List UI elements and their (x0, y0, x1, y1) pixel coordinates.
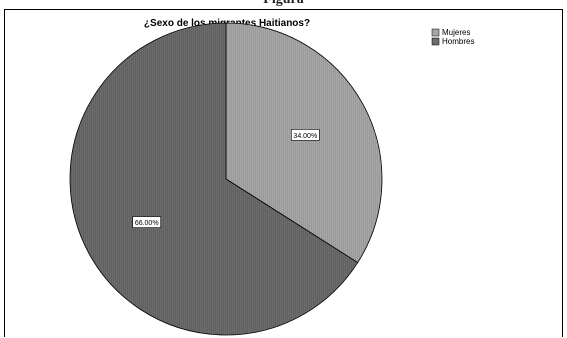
slice-label-text: 34.00% (293, 133, 317, 140)
pie-chart: ¿Sexo de los migrantes Haitianos? 34.00%… (69, 18, 474, 336)
slice-label-box (290, 129, 320, 141)
top-caption: Figura (0, 0, 567, 8)
legend-swatch-hombres (431, 37, 440, 46)
legend-label-mujeres: Mujeres (442, 28, 470, 37)
pie-slice-mujeres (225, 22, 383, 264)
slices-layer (69, 22, 383, 336)
slice-labels-layer: 34.00% 66.00% (132, 129, 320, 228)
chart-frame: ¿Sexo de los migrantes Haitianos? 34.00%… (4, 9, 563, 337)
pie-slice-hombres (69, 22, 359, 336)
slice-label-text: 66.00% (135, 220, 159, 227)
legend-swatch-mujeres (431, 28, 440, 37)
legend-label-hombres: Hombres (442, 37, 474, 46)
slice-label-box (132, 216, 161, 228)
slice-label-hombres: 66.00% (132, 216, 161, 228)
top-caption-strip: Figura (0, 0, 567, 9)
slice-label-mujeres: 34.00% (290, 129, 320, 141)
